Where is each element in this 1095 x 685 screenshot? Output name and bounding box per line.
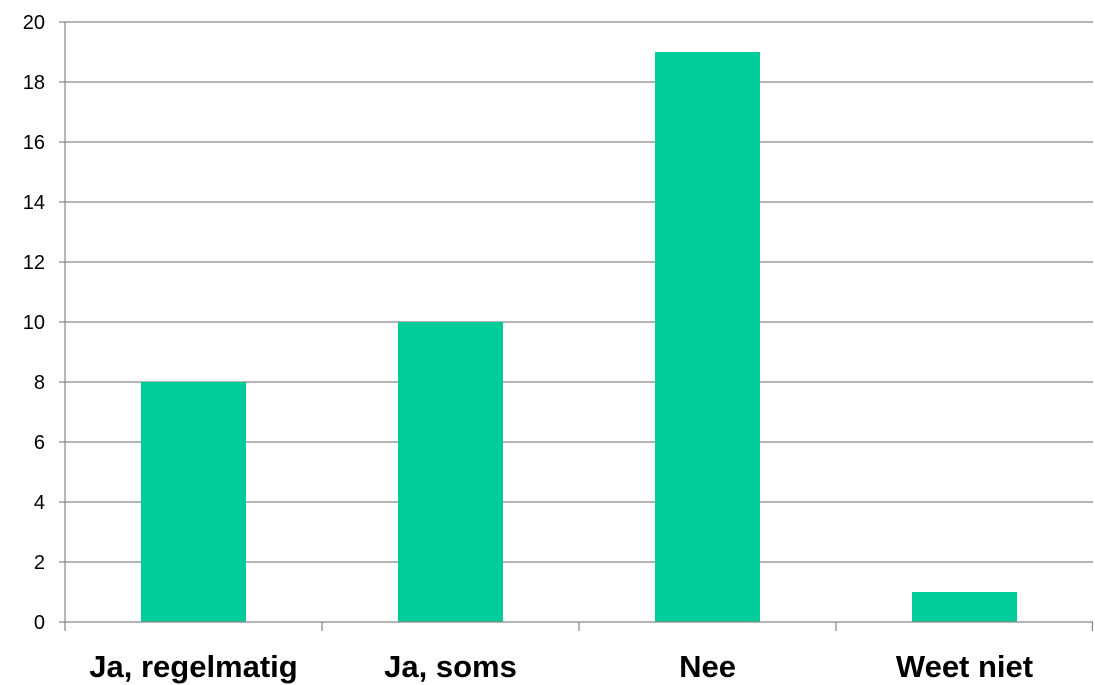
- x-category-label: Ja, regelmatig: [89, 649, 297, 684]
- y-tick-label: 4: [34, 492, 45, 514]
- x-category-label: Weet niet: [896, 649, 1033, 684]
- x-category-label: Ja, soms: [384, 649, 517, 684]
- y-tick-label: 20: [23, 12, 45, 34]
- y-tick-label: 2: [34, 552, 45, 574]
- y-tick-label: 0: [34, 612, 45, 634]
- labels: 0 2 4 6 8 10 12 14 16 18 20 Ja, regelmatig Ja, soms N…: [23, 12, 1033, 684]
- y-tick-label: 12: [23, 252, 45, 274]
- y-tick-label: 16: [23, 132, 45, 154]
- y-tick-label: 6: [34, 432, 45, 454]
- y-tick-label: 18: [23, 72, 45, 94]
- y-tick-label: 10: [23, 312, 45, 334]
- axes: [59, 21, 1094, 631]
- x-category-label: Nee: [679, 649, 736, 684]
- bar: [141, 382, 246, 622]
- bar: [398, 322, 503, 622]
- y-tick-label: 8: [34, 372, 45, 394]
- y-tick-label: 14: [23, 192, 45, 214]
- bar: [912, 592, 1017, 622]
- bar: [655, 52, 760, 622]
- bars: [141, 52, 1017, 622]
